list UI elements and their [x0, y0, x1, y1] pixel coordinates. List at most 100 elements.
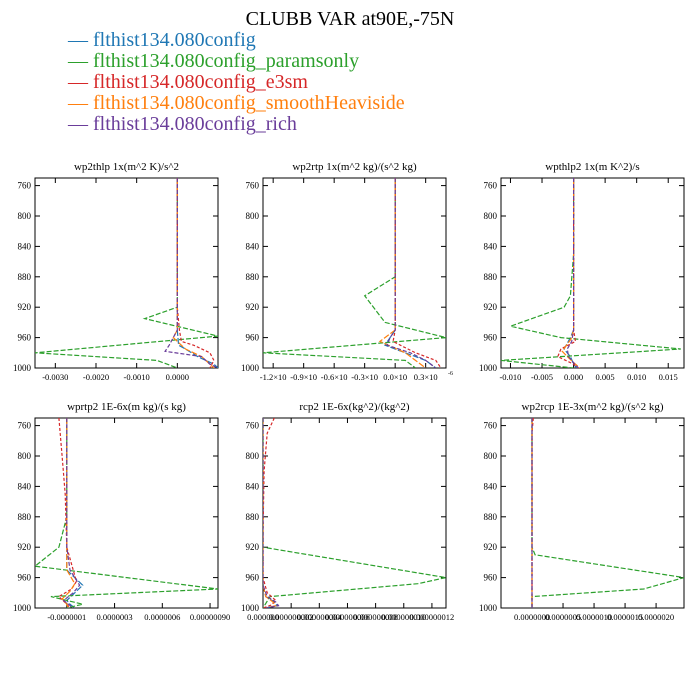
series-line-4 [62, 418, 81, 608]
x-tick-label: -0.6×10 [321, 372, 348, 382]
series-line-1 [263, 418, 446, 608]
panel-frame [262, 177, 447, 369]
x-tick-label: -0.0000001 [47, 612, 86, 622]
y-tick-label: 1000 [241, 363, 260, 373]
series-line-0 [263, 418, 279, 608]
x-tick-label: -0.9×10 [290, 372, 317, 382]
x-tick-label: 0.0000 [166, 372, 189, 382]
y-tick-label: 1000 [479, 363, 498, 373]
y-tick-label: 880 [484, 272, 498, 282]
panel-title: wp2rtp 1x(m^2 kg)/(s^2 kg) [292, 161, 417, 173]
y-tick-label: 840 [484, 481, 498, 491]
x-tick-label: 0.000 [564, 372, 583, 382]
x-tick-label: 0.0000020 [638, 612, 674, 622]
y-tick-label: 960 [484, 573, 498, 583]
x-tick-label: -0.0030 [42, 372, 68, 382]
y-tick-label: 1000 [13, 363, 32, 373]
y-tick-label: 840 [18, 481, 32, 491]
series-line-1 [35, 418, 218, 608]
x-tick-exponent: -6 [448, 371, 453, 377]
x-tick-label: 0.0000015 [607, 612, 643, 622]
y-tick-label: 920 [18, 542, 32, 552]
y-tick-label: 760 [484, 181, 498, 191]
series-line-3 [263, 418, 277, 608]
y-tick-label: 920 [484, 302, 498, 312]
y-tick-label: 840 [246, 481, 260, 491]
series-line-2 [176, 178, 215, 368]
legend-dash: — [68, 50, 93, 72]
series-line-4 [164, 178, 218, 368]
panel-frame [500, 417, 685, 609]
panel-frame [500, 177, 685, 369]
panel-frame [34, 177, 219, 369]
y-tick-label: 920 [246, 542, 260, 552]
panel-frame [34, 417, 219, 609]
y-tick-label: 840 [484, 241, 498, 251]
x-tick-label: 0.0000005 [545, 612, 581, 622]
legend-entry-4: — flthist134.080config_rich [68, 114, 405, 135]
panel-title: rcp2 1E-6x(kg^2)/(kg^2) [299, 401, 410, 413]
series-line-2 [557, 178, 579, 368]
y-tick-label: 840 [246, 241, 260, 251]
legend: — flthist134.080config — flthist134.080c… [68, 30, 405, 135]
x-tick-label: 0.000000010 [381, 612, 426, 622]
legend-dash: — [68, 113, 93, 135]
panel-title: wpthlp2 1x(m K^2)/s [545, 161, 639, 173]
legend-dash: — [68, 92, 93, 114]
series-line-3 [61, 418, 76, 608]
x-tick-label: 0.010 [627, 372, 646, 382]
y-tick-label: 760 [246, 181, 260, 191]
series-line-4 [566, 178, 580, 368]
x-tick-label: 0.00000090 [190, 612, 230, 622]
legend-entry-2: — flthist134.080config_e3sm [68, 72, 405, 93]
x-tick-label: 0.3×10 [414, 372, 438, 382]
y-tick-label: 960 [484, 333, 498, 343]
x-tick-label: -0.005 [531, 372, 553, 382]
y-tick-label: 880 [18, 272, 32, 282]
panel-title: wprtp2 1E-6x(m kg)/(s kg) [67, 401, 186, 413]
y-tick-label: 760 [18, 181, 32, 191]
x-tick-label: 0.000000004 [297, 612, 342, 622]
legend-entry-3: — flthist134.080config_smoothHeaviside [68, 93, 405, 114]
legend-label: flthist134.080config_e3sm [93, 71, 308, 93]
x-tick-label: 0.0000006 [144, 612, 180, 622]
series-line-2 [263, 418, 277, 608]
y-tick-label: 800 [246, 451, 260, 461]
x-tick-label: 0.0000000 [514, 612, 550, 622]
x-tick-label: 0.000000006 [325, 612, 370, 622]
y-tick-label: 880 [484, 512, 498, 522]
series-line-1 [35, 178, 218, 368]
y-tick-label: 800 [484, 211, 498, 221]
x-tick-label: 0.0×10 [383, 372, 407, 382]
y-tick-label: 920 [18, 302, 32, 312]
panel-title: wp2rcp 1E-3x(m^2 kg)/(s^2 kg) [522, 401, 664, 413]
legend-entry-0: — flthist134.080config [68, 30, 405, 51]
y-tick-label: 800 [484, 451, 498, 461]
series-line-1 [263, 178, 446, 368]
x-tick-label: -0.0010 [124, 372, 150, 382]
x-tick-label: -0.0020 [83, 372, 109, 382]
y-tick-label: 880 [246, 512, 260, 522]
x-tick-label: 0.0000010 [576, 612, 612, 622]
series-line-1 [501, 178, 681, 368]
y-tick-label: 960 [246, 333, 260, 343]
y-tick-label: 1000 [241, 603, 260, 613]
y-tick-label: 880 [18, 512, 32, 522]
y-tick-label: 920 [246, 302, 260, 312]
legend-label: flthist134.080config_paramsonly [93, 50, 360, 72]
y-tick-label: 880 [246, 272, 260, 282]
x-tick-label: -0.010 [499, 372, 521, 382]
series-line-4 [386, 178, 437, 368]
x-tick-label: 0.000000 [247, 612, 279, 622]
y-tick-label: 760 [484, 421, 498, 431]
series-line-0 [65, 418, 84, 608]
legend-dash: — [68, 71, 93, 93]
x-tick-label: 0.0000003 [97, 612, 133, 622]
legend-entry-1: — flthist134.080config_paramsonly [68, 51, 405, 72]
y-tick-label: 760 [18, 421, 32, 431]
y-tick-label: 1000 [479, 603, 498, 613]
legend-label: flthist134.080config_smoothHeaviside [93, 92, 405, 114]
y-tick-label: 800 [18, 451, 32, 461]
x-tick-label: 0.000000002 [269, 612, 314, 622]
